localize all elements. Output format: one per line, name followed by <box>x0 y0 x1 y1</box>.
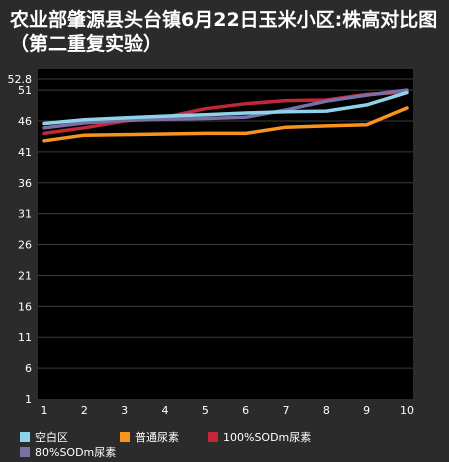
legend-item-4: 80%SODm尿素 <box>20 445 116 460</box>
legend-swatch <box>208 432 218 442</box>
legend-item-2: 普通尿素 <box>120 430 179 445</box>
x-tick-label: 8 <box>323 404 330 417</box>
legend-label: 普通尿素 <box>135 431 179 444</box>
y-tick-label: 52.8 <box>8 73 33 86</box>
legend-swatch <box>20 447 30 457</box>
x-tick-label: 3 <box>121 404 128 417</box>
x-tick-label: 10 <box>400 404 414 417</box>
series-line-1 <box>42 90 409 126</box>
y-tick-label: 21 <box>18 269 32 282</box>
series-lines <box>42 88 409 143</box>
y-tick-label: 6 <box>25 362 32 375</box>
y-tick-label: 26 <box>18 239 32 252</box>
y-tick-label: 41 <box>18 146 32 159</box>
x-tick-label: 5 <box>202 404 209 417</box>
y-tick-label: 1 <box>25 393 32 406</box>
x-tick-label: 7 <box>283 404 290 417</box>
chart-title: 农业部肇源县头台镇6月22日玉米小区:株高对比图（第二重复实验） <box>10 9 438 55</box>
x-tick-label: 6 <box>242 404 249 417</box>
x-tick-label: 4 <box>162 404 169 417</box>
y-tick-label: 51 <box>18 84 32 97</box>
x-tick-label: 2 <box>81 404 88 417</box>
legend-label: 100%SODm尿素 <box>223 431 312 444</box>
y-tick-label: 16 <box>18 300 32 313</box>
legend-swatch <box>20 432 30 442</box>
y-tick-label: 36 <box>18 177 32 190</box>
legend-swatch <box>120 432 130 442</box>
y-tick-label: 11 <box>18 331 32 344</box>
legend-label: 80%SODm尿素 <box>35 446 117 459</box>
grid-lines <box>38 78 413 369</box>
x-axis: 1 2 3 4 5 6 7 8 9 10 <box>41 404 415 417</box>
x-tick-label: 1 <box>41 404 48 417</box>
y-tick-label: 31 <box>18 208 32 221</box>
legend-item-3: 100%SODm尿素 <box>208 430 311 445</box>
legend-item-1: 空白区 <box>20 430 68 445</box>
legend-label: 空白区 <box>35 431 68 444</box>
series-line-2 <box>42 106 409 143</box>
series-line-4 <box>42 88 409 130</box>
y-tick-label: 46 <box>18 115 32 128</box>
x-tick-label: 9 <box>363 404 370 417</box>
